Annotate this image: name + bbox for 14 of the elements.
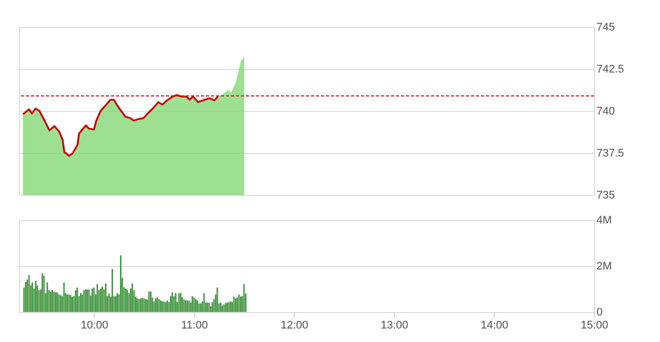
y-tick-label: 740: [596, 106, 615, 118]
y-tick-label: 4M: [596, 214, 612, 226]
y-tick-label: 737.5: [596, 148, 624, 160]
x-tick-label: 15:00: [580, 320, 608, 332]
x-tick-label: 14:00: [480, 320, 508, 332]
y-tick-label: 745: [596, 22, 615, 34]
x-tick-label: 11:00: [181, 320, 208, 332]
y-tick-label: 2M: [596, 260, 612, 272]
y-tick-label: 742.5: [596, 64, 624, 76]
y-tick-label: 735: [596, 190, 615, 202]
y-tick-label: 0: [596, 306, 603, 318]
x-tick-label: 10:00: [80, 320, 108, 332]
x-tick-label: 12:00: [280, 320, 308, 332]
x-tick-label: 13:00: [380, 320, 408, 332]
